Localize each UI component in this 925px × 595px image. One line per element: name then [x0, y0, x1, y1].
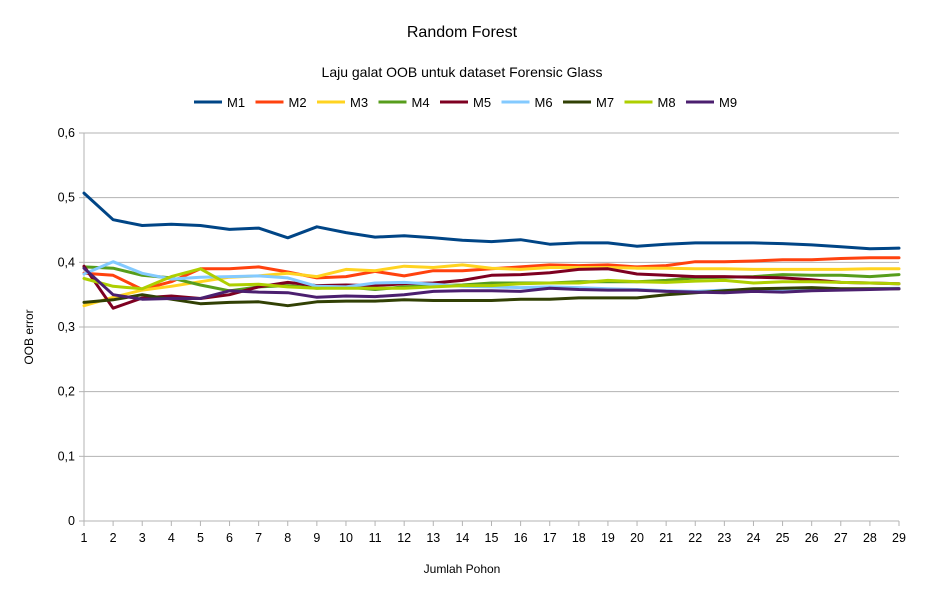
x-tick-label: 21: [659, 531, 673, 545]
x-tick-label: 25: [776, 531, 790, 545]
y-tick-labels: 0 0,1 0,2 0,3 0,4 0,5 0,6: [58, 126, 75, 528]
x-tick-label: 14: [455, 531, 469, 545]
x-axis-label: Jumlah Pohon: [424, 562, 501, 576]
legend-label-m7: M7: [596, 95, 614, 110]
series-line-m7: [82, 286, 901, 308]
y-tick-label: 0,6: [58, 126, 75, 140]
x-tick-label: 18: [572, 531, 586, 545]
x-tick-label: 11: [369, 531, 382, 545]
y-tick-label: 0,4: [58, 255, 75, 269]
x-tick-label: 8: [284, 531, 291, 545]
legend-label-m9: M9: [719, 95, 737, 110]
axes: [79, 132, 900, 526]
legend-label-m8: M8: [658, 95, 676, 110]
x-tick-label: 7: [255, 531, 262, 545]
series-line-m1: [82, 191, 901, 251]
x-tick-label: 3: [139, 531, 146, 545]
x-tick-label: 4: [168, 531, 175, 545]
series-lines: [82, 191, 901, 310]
x-tick-labels: 1 2 3 4 5 6 7 8 9 10 11 12 13 14 15 16 17 18 19 20 21 22 23 24 2…: [81, 531, 906, 545]
x-tick-label: 24: [747, 531, 761, 545]
x-tick-label: 12: [397, 531, 411, 545]
x-tick-label: 20: [630, 531, 644, 545]
legend-label-m1: M1: [227, 95, 245, 110]
x-tick-label: 15: [485, 531, 499, 545]
x-tick-label: 9: [313, 531, 320, 545]
legend-label-m5: M5: [473, 95, 491, 110]
legend-label-m6: M6: [535, 95, 553, 110]
x-tick-label: 22: [688, 531, 702, 545]
series-line-m9: [82, 266, 901, 301]
x-tick-label: 16: [514, 531, 528, 545]
x-tick-label: 29: [892, 531, 906, 545]
x-tick-label: 19: [601, 531, 615, 545]
y-tick-label: 0,5: [58, 191, 75, 205]
x-tick-label: 10: [339, 531, 353, 545]
gridlines: [84, 132, 899, 457]
series-line-m8: [82, 267, 901, 291]
y-tick-label: 0: [68, 514, 75, 528]
x-tick-label: 5: [197, 531, 204, 545]
legend-label-m2: M2: [289, 95, 307, 110]
series-line-m5: [82, 264, 901, 310]
x-tick-label: 27: [834, 531, 848, 545]
x-tick-label: 1: [81, 531, 88, 545]
y-tick-label: 0,3: [58, 320, 75, 334]
chart-subtitle: Laju galat OOB untuk dataset Forensic Gl…: [322, 64, 603, 80]
x-tick-label: 13: [426, 531, 440, 545]
y-axis-label: OOB error: [22, 309, 36, 364]
legend: M1 M2 M3 M4 M5 M6 M7 M8 M9: [194, 95, 737, 110]
y-tick-label: 0,1: [58, 449, 75, 463]
x-tick-label: 23: [717, 531, 731, 545]
legend-label-m4: M4: [412, 95, 430, 110]
x-tick-label: 6: [226, 531, 233, 545]
legend-label-m3: M3: [350, 95, 368, 110]
x-tick-label: 2: [110, 531, 117, 545]
x-tick-label: 26: [805, 531, 819, 545]
chart-title: Random Forest: [407, 24, 518, 41]
x-tick-label: 28: [863, 531, 877, 545]
x-tick-label: 17: [543, 531, 557, 545]
y-tick-label: 0,2: [58, 385, 75, 399]
